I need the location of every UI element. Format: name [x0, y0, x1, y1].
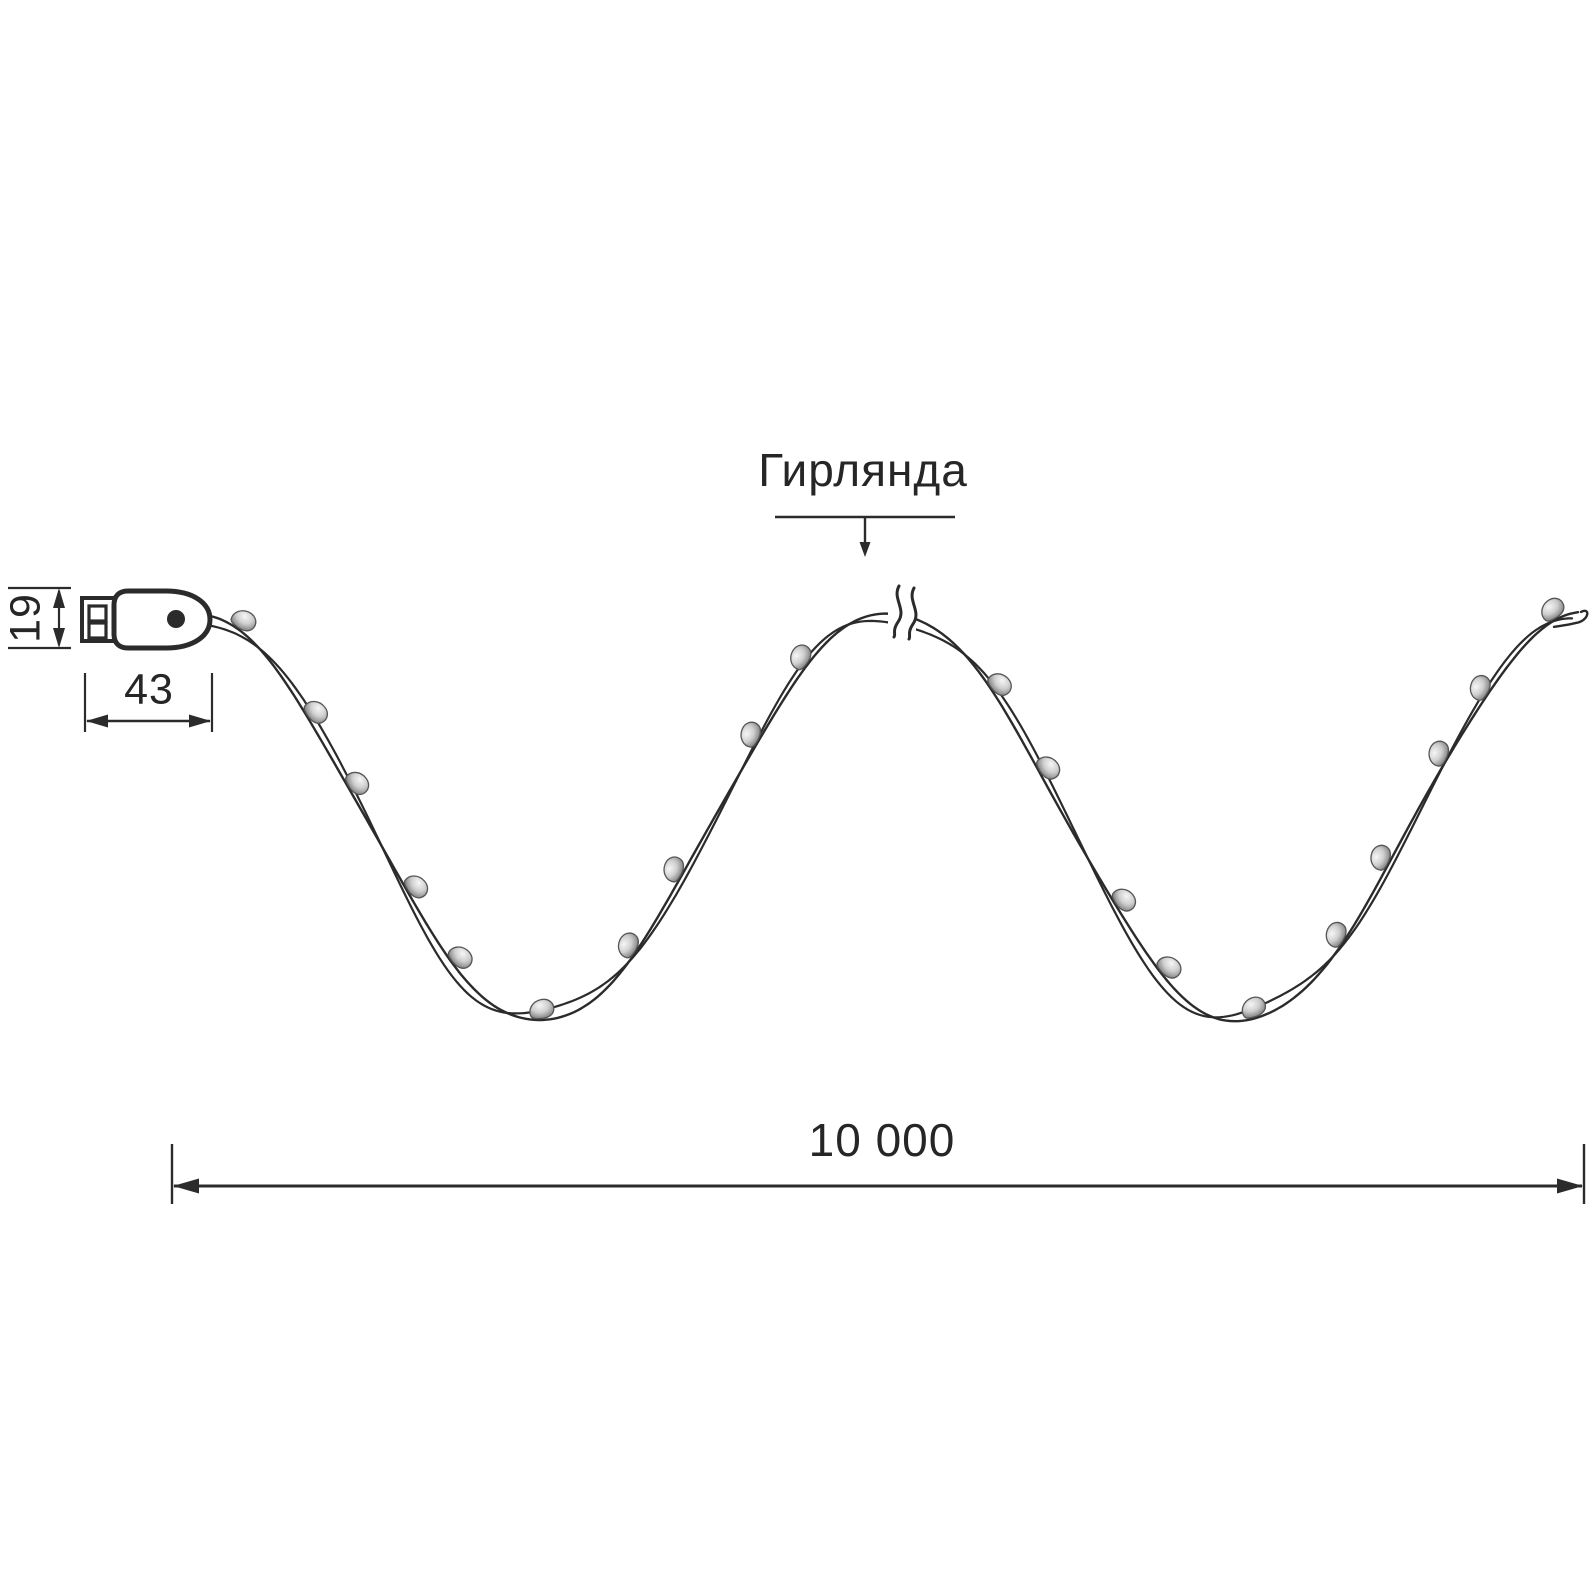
wire-strand-main: [200, 611, 1580, 1023]
usb-connector: [80, 588, 213, 651]
break-squiggle: [907, 586, 918, 641]
led-bulb: [740, 721, 762, 748]
dimension-arrowhead: [173, 1178, 199, 1194]
led-bulb: [1469, 674, 1491, 702]
led-bulb: [663, 856, 685, 883]
wire-end-hook: [1552, 609, 1589, 629]
dimension-arrowhead: [189, 714, 211, 728]
led-bulb: [1541, 597, 1565, 622]
usb-contact: [87, 621, 108, 640]
dimension-arrowhead: [53, 628, 65, 648]
dimension-height: [8, 586, 71, 650]
break-squiggle: [892, 584, 903, 639]
led-bulb: [230, 610, 257, 632]
usb-contact: [87, 604, 108, 623]
led-bulb: [1036, 756, 1061, 780]
dim-total-length-label: 10 000: [808, 1114, 956, 1166]
led-bulb: [1325, 921, 1347, 948]
led-bulb: [1428, 740, 1450, 767]
dim-height-label: 19: [1, 593, 50, 643]
dimension-arrowhead: [859, 542, 871, 557]
wire-strand-twist: [202, 617, 1574, 1019]
usb-body: [111, 588, 213, 651]
led-bulb: [1370, 844, 1392, 871]
garland-label: Гирлянда: [758, 444, 968, 496]
led-bulbs: [230, 597, 1565, 1020]
garland-wire: [200, 609, 1589, 1023]
led-bulb: [1156, 956, 1182, 979]
led-bulb: [403, 875, 429, 899]
led-bulb: [303, 700, 329, 724]
led-bulb: [987, 673, 1012, 697]
led-bulb: [529, 998, 555, 1020]
dimension-arrowhead: [1557, 1178, 1583, 1194]
wire-break-symbol: [888, 584, 918, 641]
usb-indicator-dot: [167, 610, 185, 628]
dimension-arrowhead: [53, 588, 65, 608]
led-bulb: [1111, 888, 1137, 912]
dim-connector-length-label: 43: [124, 665, 174, 714]
led-bulb: [790, 644, 812, 671]
led-bulb: [1241, 996, 1267, 1019]
dimension-total-length: [170, 1144, 1586, 1204]
dimension-arrowhead: [86, 714, 108, 728]
led-bulb: [617, 932, 640, 959]
led-bulb: [447, 946, 473, 969]
led-bulb: [345, 771, 370, 796]
dimension-connector-length: [83, 673, 214, 732]
garland-leader-arrow: [775, 515, 955, 557]
